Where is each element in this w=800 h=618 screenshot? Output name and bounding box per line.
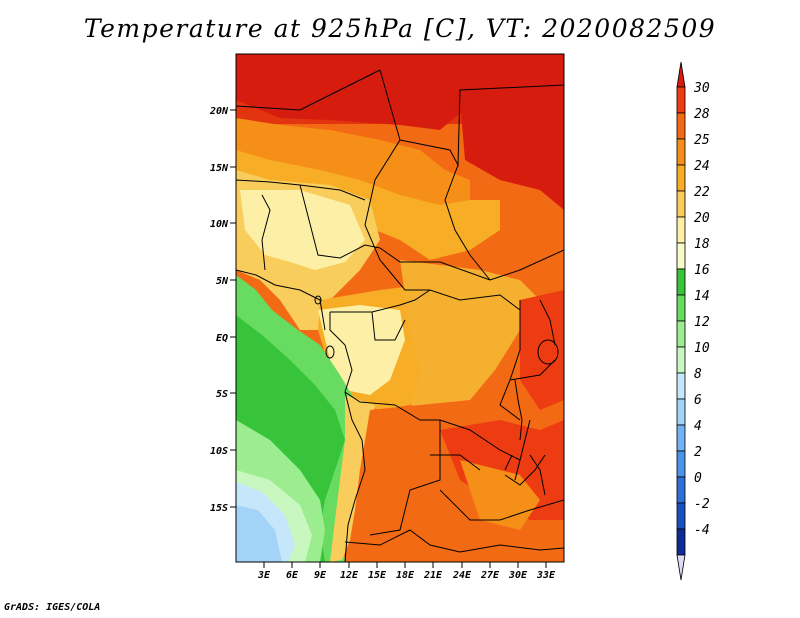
lon-tick-label: 30E	[508, 570, 528, 581]
field-band-25	[236, 118, 470, 210]
colorbar-segment	[676, 294, 686, 322]
map-title: Temperature at 925hPa [C], VT: 202008250…	[83, 14, 717, 43]
colorbar-segment	[676, 528, 686, 556]
colorbar-segment	[676, 346, 686, 374]
lon-tick-label: 33E	[536, 570, 556, 581]
colorbar-segment	[676, 476, 686, 504]
map-panel	[235, 53, 565, 563]
colorbar-segment	[676, 372, 686, 400]
lon-tick-label: 12E	[340, 570, 359, 581]
colorbar-segment	[676, 216, 686, 244]
colorbar-segment	[676, 424, 686, 452]
colorbar-label: 16	[694, 263, 710, 278]
colorbar-label: 14	[694, 289, 710, 304]
colorbar-label: 20	[694, 211, 710, 226]
lon-tick-label: 3E	[257, 570, 271, 581]
field-band-22-east	[400, 260, 540, 420]
colorbar-segment	[676, 164, 686, 192]
colorbar-label: 6	[694, 393, 702, 408]
lon-tick-label: 15E	[368, 570, 387, 581]
colorbar-segment	[676, 190, 686, 218]
field-band-20-nigeria	[240, 190, 365, 270]
lon-tick-label: 21E	[423, 570, 443, 581]
lon-tick-label: 18E	[396, 570, 415, 581]
colorbar-label: 4	[694, 419, 702, 434]
lon-tick-label: 9E	[314, 570, 327, 581]
colorbar-label: 0	[694, 471, 702, 486]
colorbar-label: 12	[694, 315, 710, 330]
lat-tick-label: 20N	[209, 106, 229, 117]
colorbar-label: 25	[694, 133, 710, 148]
colorbar-label: 18	[694, 237, 710, 252]
colorbar-label: 10	[694, 341, 710, 356]
field-ocean-8	[236, 505, 282, 562]
grads-credit: GrADS: IGES/COLA	[4, 602, 101, 613]
colorbar-label: 8	[694, 367, 702, 382]
lat-tick-label: 15N	[210, 163, 229, 174]
lat-tick-label: 5N	[216, 276, 229, 287]
colorbar-segment	[676, 242, 686, 270]
colorbar-segment	[676, 112, 686, 140]
colorbar-label: 2	[694, 445, 702, 460]
colorbar-segment	[676, 320, 686, 348]
lat-tick-label: 15S	[210, 503, 228, 514]
lon-tick-label: 27E	[480, 570, 500, 581]
country-borders	[236, 69, 564, 562]
field-northeast-hot	[460, 90, 564, 210]
colorbar-segment	[676, 502, 686, 530]
colorbar-label: 28	[694, 107, 710, 122]
colorbar: 30 28 25 24 22 20 18 16 14 12 10 8 6 4 2…	[676, 61, 710, 581]
lat-tick-label: 10S	[210, 446, 228, 457]
lat-tick-label: 5S	[216, 389, 228, 400]
colorbar-label: 30	[693, 81, 710, 96]
field-north-hottest	[236, 54, 564, 130]
colorbar-label: -4	[694, 523, 710, 538]
field-zambia-24	[460, 460, 540, 530]
lakes	[314, 295, 559, 496]
colorbar-bottom-arrow	[676, 554, 686, 581]
colorbar-segment	[676, 138, 686, 166]
lon-tick-label: 24E	[452, 570, 472, 581]
field-coast-angola	[330, 395, 375, 562]
colorbar-label: 24	[694, 159, 710, 174]
lon-tick-label: 6E	[286, 570, 299, 581]
lat-tick-label: 10N	[210, 219, 229, 230]
colorbar-segment	[676, 450, 686, 478]
field-band-20-gabon	[318, 305, 405, 395]
colorbar-label: -2	[694, 497, 710, 512]
field-east-28	[520, 290, 564, 410]
lat-axis: 20N 15N 10N 5N EQ 5S 10S 15S	[209, 106, 236, 514]
colorbar-segment	[676, 86, 686, 114]
colorbar-top-arrow	[676, 61, 686, 88]
colorbar-segment	[676, 268, 686, 296]
colorbar-segment	[676, 398, 686, 426]
map-frame	[235, 53, 565, 563]
lon-axis: 3E 6E 9E 12E 15E 18E 21E 24E 27E 30E 33E	[257, 562, 556, 581]
lat-tick-label: EQ	[216, 333, 228, 344]
colorbar-label: 22	[694, 185, 710, 200]
